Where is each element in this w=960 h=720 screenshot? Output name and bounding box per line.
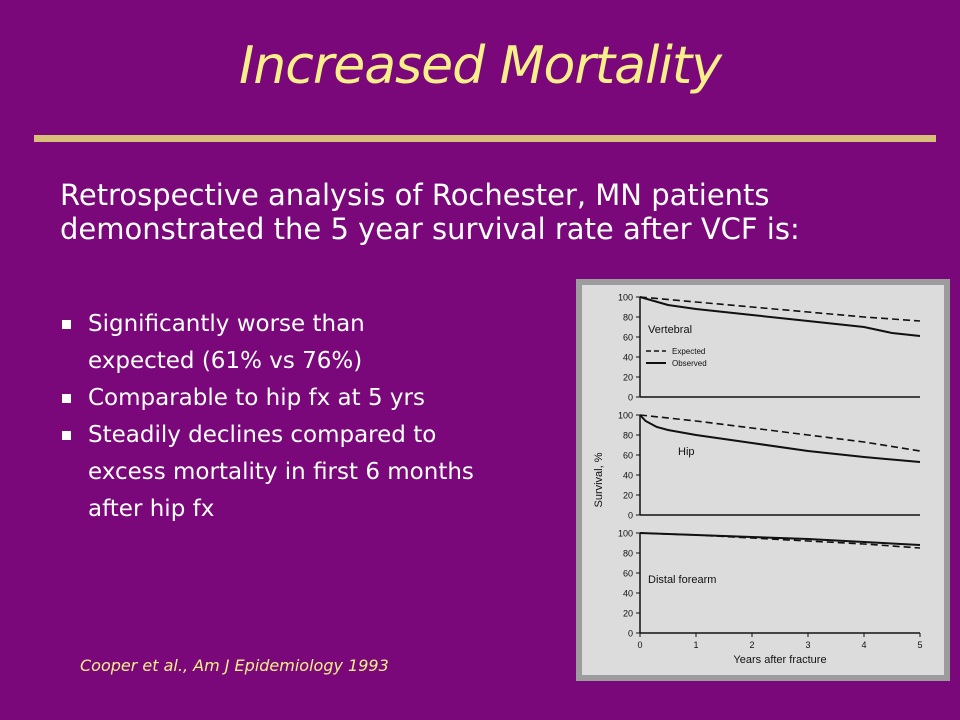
y-tick-label: 40 [623, 471, 633, 481]
bullet-list: Significantly worse than expected (61% v… [60, 306, 580, 528]
x-tick-label: 3 [805, 640, 810, 650]
bullet-item: Significantly worse than [60, 306, 580, 343]
y-tick-label: 100 [618, 293, 633, 303]
panel-label: Hip [678, 446, 695, 458]
bullet-item: Comparable to hip fx at 5 yrs [60, 380, 580, 417]
y-tick-label: 80 [623, 431, 633, 441]
bullet-item: Steadily declines compared to [60, 417, 580, 454]
y-tick-label: 0 [628, 629, 633, 639]
y-tick-label: 80 [623, 549, 633, 559]
intro-line: demonstrated the 5 year survival rate af… [60, 212, 800, 246]
x-tick-label: 0 [637, 640, 642, 650]
y-tick-label: 60 [623, 451, 633, 461]
slide-title: Increased Mortality [238, 36, 722, 96]
y-tick-label: 0 [628, 511, 633, 521]
bullet-continuation: after hip fx [88, 496, 215, 522]
intro-line: Retrospective analysis of Rochester, MN … [60, 178, 770, 212]
panel-label: Vertebral [648, 324, 692, 336]
citation: Cooper et al., Am J Epidemiology 1993 [80, 656, 389, 675]
panel-label: Distal forearm [648, 574, 716, 586]
x-tick-label: 1 [693, 640, 698, 650]
x-tick-label: 4 [861, 640, 866, 650]
legend-expected-label: Expected [672, 347, 705, 356]
bullet-continuation: expected (61% vs 76%) [88, 348, 363, 374]
series-line [639, 414, 921, 463]
y-tick-label: 20 [623, 491, 633, 501]
y-axis-label: Survival, % [593, 452, 605, 507]
series-line [639, 414, 921, 452]
survival-figure: 0 20 40 60 80 100 Vertebral 0 20 40 60 80 100 Hip 0 20 4… [576, 279, 950, 681]
y-tick-label: 60 [623, 333, 633, 343]
y-tick-label: 100 [618, 529, 633, 539]
title-divider [34, 135, 936, 142]
y-tick-label: 60 [623, 569, 633, 579]
series-line [639, 296, 921, 337]
y-tick-label: 0 [628, 393, 633, 403]
x-axis-label: Years after fracture [733, 654, 826, 666]
survival-chart: 020406080100Vertebral020406080100Hip0204… [593, 293, 923, 667]
y-tick-label: 40 [623, 589, 633, 599]
intro-paragraph: Retrospective analysis of Rochester, MN … [60, 178, 940, 246]
x-tick-label: 5 [917, 640, 922, 650]
y-tick-label: 40 [623, 353, 633, 363]
y-tick-label: 80 [623, 313, 633, 323]
bullet-continuation: excess mortality in first 6 months [88, 459, 474, 485]
y-tick-label: 20 [623, 609, 633, 619]
y-tick-label: 100 [618, 411, 633, 421]
x-tick-label: 2 [749, 640, 754, 650]
y-tick-label: 20 [623, 373, 633, 383]
legend-observed-label: Observed [672, 359, 707, 368]
series-line [639, 296, 921, 322]
series-line [639, 532, 921, 546]
survival-figure-panel: 0 20 40 60 80 100 Vertebral 0 20 40 60 80 100 Hip 0 20 4… [582, 285, 944, 675]
